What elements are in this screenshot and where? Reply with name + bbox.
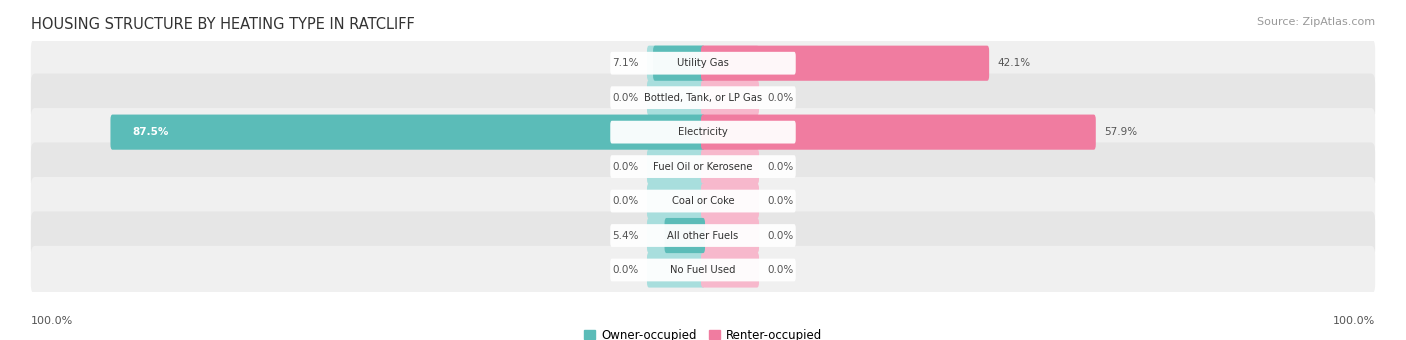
FancyBboxPatch shape <box>111 115 704 150</box>
Text: 5.4%: 5.4% <box>612 231 638 240</box>
FancyBboxPatch shape <box>31 39 1375 87</box>
FancyBboxPatch shape <box>647 80 704 115</box>
FancyBboxPatch shape <box>610 224 796 247</box>
Text: All other Fuels: All other Fuels <box>668 231 738 240</box>
Text: Utility Gas: Utility Gas <box>678 58 728 68</box>
Text: Fuel Oil or Kerosene: Fuel Oil or Kerosene <box>654 162 752 172</box>
FancyBboxPatch shape <box>610 52 796 74</box>
FancyBboxPatch shape <box>610 121 796 143</box>
FancyBboxPatch shape <box>31 108 1375 156</box>
FancyBboxPatch shape <box>702 149 759 184</box>
Text: 0.0%: 0.0% <box>612 265 638 275</box>
Text: 87.5%: 87.5% <box>132 127 169 137</box>
Text: 100.0%: 100.0% <box>1333 317 1375 326</box>
Legend: Owner-occupied, Renter-occupied: Owner-occupied, Renter-occupied <box>583 329 823 340</box>
FancyBboxPatch shape <box>610 190 796 212</box>
FancyBboxPatch shape <box>647 115 704 150</box>
Text: 0.0%: 0.0% <box>612 93 638 103</box>
FancyBboxPatch shape <box>702 46 759 81</box>
FancyBboxPatch shape <box>610 86 796 109</box>
Text: Electricity: Electricity <box>678 127 728 137</box>
Text: 0.0%: 0.0% <box>612 196 638 206</box>
FancyBboxPatch shape <box>647 149 704 184</box>
FancyBboxPatch shape <box>647 218 704 253</box>
FancyBboxPatch shape <box>652 46 704 81</box>
Text: HOUSING STRUCTURE BY HEATING TYPE IN RATCLIFF: HOUSING STRUCTURE BY HEATING TYPE IN RAT… <box>31 17 415 32</box>
FancyBboxPatch shape <box>647 252 704 288</box>
FancyBboxPatch shape <box>610 259 796 282</box>
FancyBboxPatch shape <box>31 211 1375 260</box>
Text: 0.0%: 0.0% <box>768 162 794 172</box>
Text: 0.0%: 0.0% <box>768 231 794 240</box>
FancyBboxPatch shape <box>31 246 1375 294</box>
Text: 0.0%: 0.0% <box>612 162 638 172</box>
Text: 0.0%: 0.0% <box>768 196 794 206</box>
Text: 0.0%: 0.0% <box>768 93 794 103</box>
Text: Coal or Coke: Coal or Coke <box>672 196 734 206</box>
Text: 100.0%: 100.0% <box>31 317 73 326</box>
FancyBboxPatch shape <box>702 218 759 253</box>
Text: 0.0%: 0.0% <box>768 265 794 275</box>
Text: Source: ZipAtlas.com: Source: ZipAtlas.com <box>1257 17 1375 27</box>
FancyBboxPatch shape <box>702 46 990 81</box>
FancyBboxPatch shape <box>31 73 1375 122</box>
FancyBboxPatch shape <box>702 80 759 115</box>
FancyBboxPatch shape <box>702 252 759 288</box>
FancyBboxPatch shape <box>647 46 704 81</box>
Text: 7.1%: 7.1% <box>612 58 638 68</box>
FancyBboxPatch shape <box>665 218 704 253</box>
FancyBboxPatch shape <box>702 115 1095 150</box>
Text: 57.9%: 57.9% <box>1105 127 1137 137</box>
FancyBboxPatch shape <box>31 142 1375 191</box>
FancyBboxPatch shape <box>702 184 759 219</box>
Text: Bottled, Tank, or LP Gas: Bottled, Tank, or LP Gas <box>644 93 762 103</box>
Text: No Fuel Used: No Fuel Used <box>671 265 735 275</box>
FancyBboxPatch shape <box>702 115 759 150</box>
FancyBboxPatch shape <box>647 184 704 219</box>
FancyBboxPatch shape <box>31 177 1375 225</box>
FancyBboxPatch shape <box>610 155 796 178</box>
Text: 42.1%: 42.1% <box>998 58 1031 68</box>
